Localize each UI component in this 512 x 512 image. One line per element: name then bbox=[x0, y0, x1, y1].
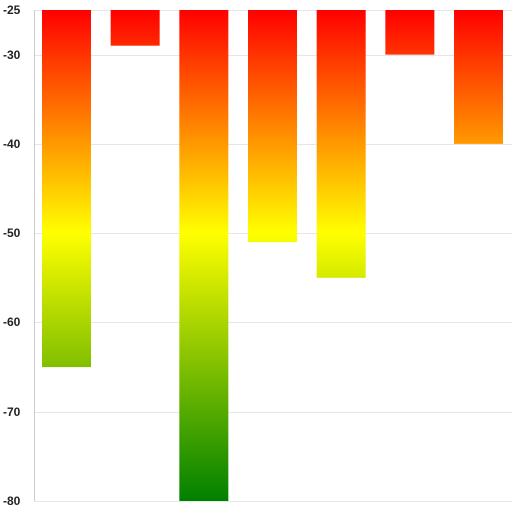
bars bbox=[42, 10, 504, 501]
bar-7 bbox=[454, 10, 504, 144]
bar-4 bbox=[248, 10, 298, 243]
bar-1 bbox=[42, 10, 91, 368]
bar-2 bbox=[110, 10, 160, 46]
bar-5 bbox=[316, 10, 366, 278]
bar-6 bbox=[385, 10, 435, 55]
y-tick-label: -70 bbox=[3, 405, 21, 419]
y-tick-label: -50 bbox=[3, 226, 21, 240]
y-tick-label: -80 bbox=[3, 494, 21, 508]
y-tick-label: -25 bbox=[3, 3, 21, 17]
y-tick-label: -60 bbox=[3, 315, 21, 329]
y-tick-labels: -25 -30 -40 -50 -60 -70 -80 bbox=[3, 3, 21, 508]
bar-3 bbox=[179, 10, 229, 501]
y-tick-label: -30 bbox=[3, 48, 21, 62]
y-tick-label: -40 bbox=[3, 137, 21, 151]
